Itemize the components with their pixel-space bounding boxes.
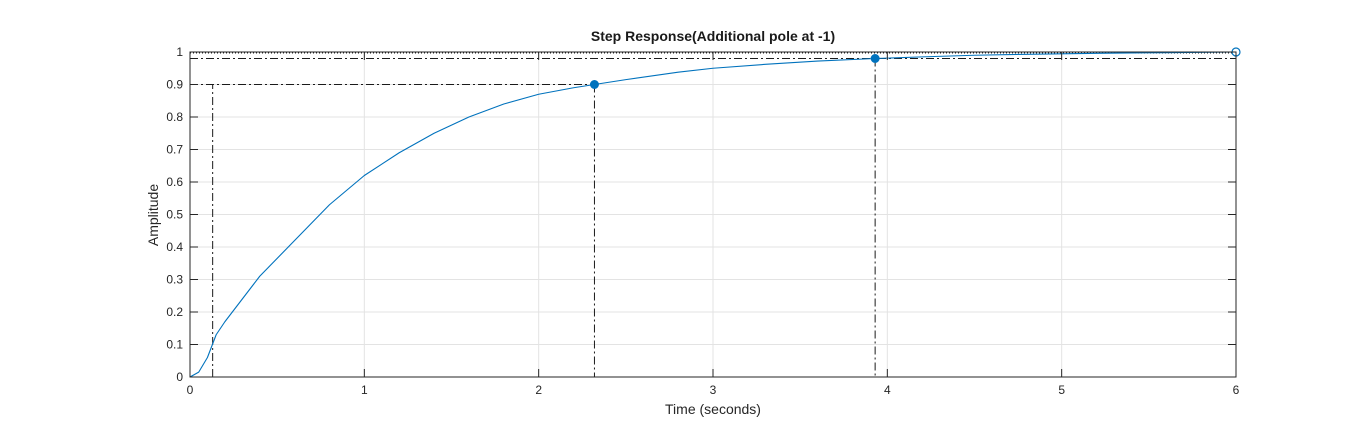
y-tick-label: 0.9 (166, 78, 183, 92)
x-tick-label: 3 (710, 383, 717, 397)
y-tick-label: 0.8 (166, 110, 183, 124)
rise-time-point[interactable] (589, 80, 599, 89)
x-tick-label: 0 (187, 383, 194, 397)
y-tick-label: 0.5 (166, 208, 183, 222)
grid (190, 52, 1236, 377)
y-tick-label: 0.2 (166, 305, 183, 319)
x-tick-label: 2 (535, 383, 542, 397)
chart-title: Step Response(Additional pole at -1) (591, 28, 835, 44)
ticks: 0 1 2 3 4 5 6 0 0.1 0.2 0.3 0.4 0.5 0.6 0.7 0.8 0.9 1 (166, 45, 1239, 397)
x-axis-label: Time (seconds) (665, 401, 761, 417)
series-layer (189, 51, 1237, 378)
y-tick-label: 0.4 (166, 240, 183, 254)
y-axis-label: Amplitude (145, 184, 161, 246)
x-tick-label: 4 (884, 383, 891, 397)
x-tick-label: 5 (1058, 383, 1065, 397)
y-tick-label: 1 (176, 45, 183, 59)
y-tick-label: 0.6 (166, 175, 183, 189)
y-tick-label: 0.3 (166, 273, 183, 287)
y-tick-label: 0.1 (166, 338, 183, 352)
y-tick-label: 0 (176, 370, 183, 384)
step-response-line (189, 51, 1237, 378)
y-tick-label: 0.7 (166, 143, 183, 157)
settling-time-point[interactable] (870, 54, 880, 63)
x-tick-label: 6 (1233, 383, 1240, 397)
x-tick-label: 1 (361, 383, 368, 397)
